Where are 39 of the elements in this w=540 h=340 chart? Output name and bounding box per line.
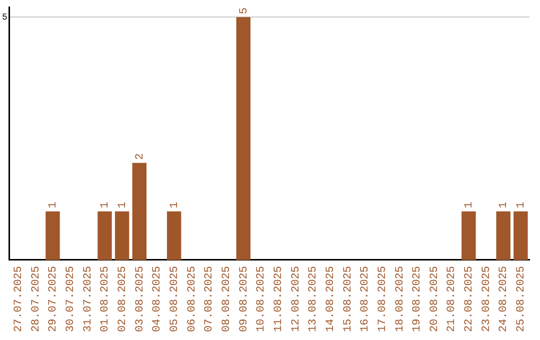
x-tick-label: 28.07.2025 bbox=[30, 266, 42, 332]
data-label: 1 bbox=[464, 201, 476, 208]
x-tick-label: 20.08.2025 bbox=[428, 266, 441, 332]
data-label: 1 bbox=[48, 201, 60, 208]
x-tick-label: 06.08.2025 bbox=[186, 266, 198, 332]
x-tick-label: 29.07.2025 bbox=[48, 266, 60, 332]
x-tick-label: 30.07.2025 bbox=[64, 266, 77, 332]
x-tick-label: 02.08.2025 bbox=[116, 266, 129, 332]
data-label: 1 bbox=[498, 201, 510, 208]
x-tick-label: 31.07.2025 bbox=[82, 266, 94, 332]
x-tick-label: 14.08.2025 bbox=[324, 266, 337, 332]
x-tick-label: 19.08.2025 bbox=[412, 266, 424, 332]
x-tick-label: 11.08.2025 bbox=[272, 266, 285, 332]
data-label: 1 bbox=[516, 201, 528, 208]
x-tick-label: 08.08.2025 bbox=[220, 266, 233, 332]
x-tick-label: 25.08.2025 bbox=[516, 266, 528, 332]
x-tick-label: 24.08.2025 bbox=[498, 266, 510, 332]
x-tick-label: 18.08.2025 bbox=[394, 266, 406, 332]
x-tick-label: 23.08.2025 bbox=[480, 266, 493, 332]
x-tick-label: 05.08.2025 bbox=[168, 266, 181, 332]
x-tick-label: 15.08.2025 bbox=[342, 266, 354, 332]
x-tick-label: 12.08.2025 bbox=[290, 266, 302, 332]
x-tick-label: 16.08.2025 bbox=[360, 266, 372, 332]
data-label: 5 bbox=[238, 8, 250, 14]
data-label: 1 bbox=[168, 201, 181, 208]
x-tick-label: 03.08.2025 bbox=[134, 266, 146, 332]
data-label: 1 bbox=[116, 201, 129, 208]
data-label: 1 bbox=[100, 201, 112, 208]
x-tick-label: 17.08.2025 bbox=[376, 266, 389, 332]
x-tick-label: 21.08.2025 bbox=[446, 266, 458, 332]
x-tick-label: 10.08.2025 bbox=[256, 266, 268, 332]
data-label: 2 bbox=[134, 153, 146, 160]
x-tick-label: 09.08.2025 bbox=[238, 266, 250, 332]
x-tick-label: 07.08.2025 bbox=[204, 266, 216, 332]
x-tick-label: 27.07.2025 bbox=[12, 266, 25, 332]
x-tick-label: 22.08.2025 bbox=[464, 266, 476, 332]
x-tick-label: 01.08.2025 bbox=[100, 266, 112, 332]
x-tick-label: 13.08.2025 bbox=[308, 266, 320, 332]
x-tick-label: 04.08.2025 bbox=[152, 266, 164, 332]
